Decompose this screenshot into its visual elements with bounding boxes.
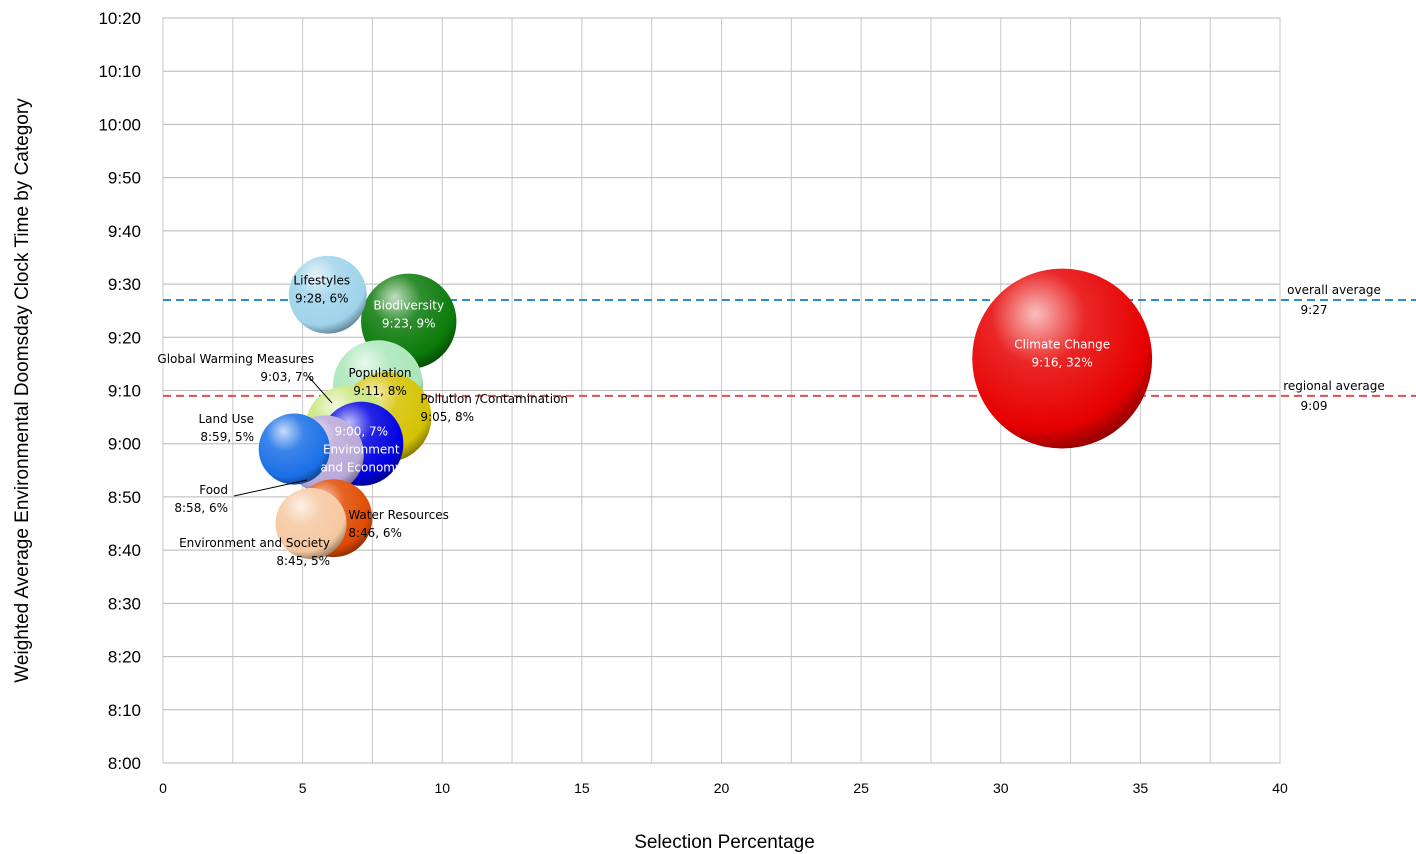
data-label: Water Resources (348, 508, 449, 522)
data-label: 9:03, 7% (260, 370, 314, 384)
x-tick-label: 30 (993, 780, 1009, 796)
data-label: Environment and Society (179, 536, 330, 550)
leader-line (307, 375, 333, 404)
y-tick-label: 9:30 (108, 275, 141, 294)
bubbles (258, 255, 1153, 560)
data-label: Land Use (199, 412, 255, 426)
bubble-environment-and-society (275, 487, 347, 560)
data-label: 9:28, 6% (295, 292, 349, 306)
data-label: 8:46, 6% (348, 526, 402, 540)
bubble-labels: Climate Change 9:16, 32% Lifestyles 9:28, 6… (157, 274, 1110, 568)
x-tick-label: 20 (714, 780, 730, 796)
y-tick-label: 8:20 (108, 648, 141, 667)
y-tick-label: 9:00 (108, 435, 141, 454)
data-label: Global Warming Measures (157, 352, 314, 366)
data-label: 8:58, 6% (174, 501, 228, 515)
y-tick-label: 9:20 (108, 328, 141, 347)
y-tick-label: 8:50 (108, 488, 141, 507)
data-label: Biodiversity (373, 298, 444, 312)
x-tick-label: 15 (574, 780, 590, 796)
data-label: Food (199, 483, 228, 497)
y-tick-label: 10:20 (98, 9, 141, 28)
x-tick-label: 35 (1133, 780, 1149, 796)
data-label: 9:16, 32% (1032, 356, 1093, 370)
data-label: Climate Change (1014, 338, 1110, 352)
reference-line-value: 9:27 (1301, 303, 1328, 317)
y-tick-label: 8:30 (108, 594, 141, 613)
data-label: Population (348, 366, 411, 380)
data-label: Lifestyles (293, 274, 350, 288)
data-label: 9:00, 7% (334, 425, 388, 439)
x-tick-label: 5 (299, 780, 307, 796)
reference-line-value: 9:09 (1301, 399, 1328, 413)
data-label: and Economy (320, 461, 402, 475)
y-tick-label: 9:40 (108, 222, 141, 241)
reference-line-label: overall average (1287, 283, 1381, 297)
y-tick-label: 9:10 (108, 382, 141, 401)
y-tick-label: 10:10 (98, 62, 141, 81)
x-tick-label: 10 (434, 780, 450, 796)
bubble-climate-change (972, 268, 1153, 449)
axes: 0 5 10 15 20 25 30 35 40 8:00 8:10 8:20 8:30 8:40 8:50… (12, 9, 1288, 853)
y-tick-label: 9:50 (108, 169, 141, 188)
x-tick-label: 40 (1272, 780, 1288, 796)
y-axis-title: Weighted Average Environmental Doomsday … (12, 98, 33, 683)
reference-line-label: regional average (1283, 379, 1385, 393)
bubble-land-use (258, 413, 330, 485)
y-tick-label: 8:10 (108, 701, 141, 720)
data-label: Environment (323, 443, 400, 457)
x-tick-label: 25 (853, 780, 869, 796)
y-tick-label: 10:00 (98, 115, 141, 134)
leader-line (233, 479, 308, 497)
bubble-lifestyles (288, 255, 367, 334)
data-label: Pollution /Contamination (420, 392, 568, 406)
data-label: 9:11, 8% (353, 384, 407, 398)
x-axis-title: Selection Percentage (634, 832, 815, 853)
data-label: 9:05, 8% (420, 410, 474, 424)
y-tick-label: 8:00 (108, 754, 141, 773)
x-tick-label: 0 (159, 780, 167, 796)
data-label: 8:59, 5% (200, 430, 254, 444)
y-tick-label: 8:40 (108, 541, 141, 560)
data-label: 8:45, 5% (276, 554, 330, 568)
data-label: 9:23, 9% (382, 316, 436, 330)
